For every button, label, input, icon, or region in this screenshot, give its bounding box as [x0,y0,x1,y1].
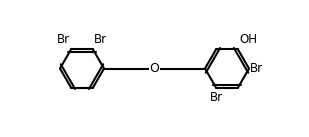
Text: Br: Br [57,33,70,46]
Text: O: O [150,62,159,75]
Text: Br: Br [94,33,107,46]
Text: Br: Br [210,91,222,104]
Text: OH: OH [239,33,257,46]
Text: Br: Br [250,62,263,75]
